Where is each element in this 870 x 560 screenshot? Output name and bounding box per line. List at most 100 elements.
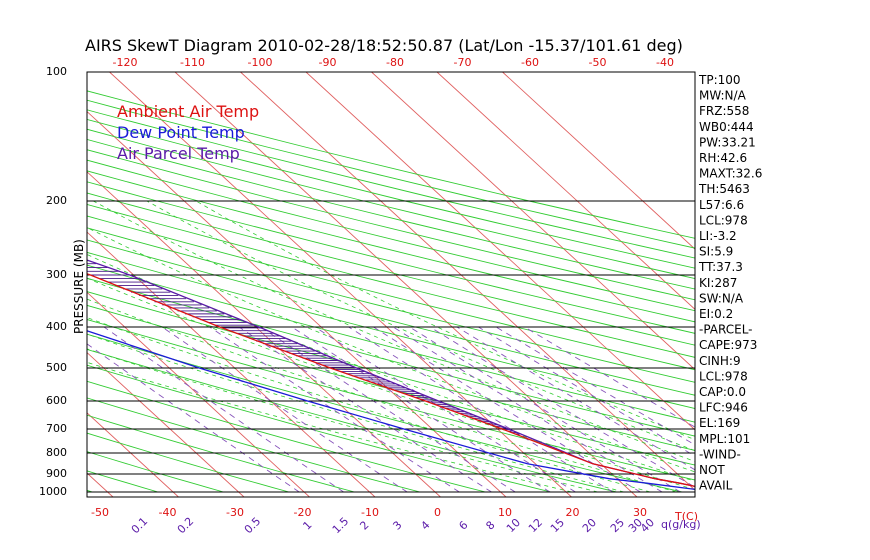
pressure-tick-label: 400: [46, 320, 67, 333]
stability-index-label: EI:0.2: [699, 307, 733, 321]
top-temperature-tick-label: -90: [319, 56, 337, 69]
dry-adiabat-line: [87, 304, 695, 466]
dry-adiabat-line: [87, 380, 486, 493]
stability-index-label: TT:37.3: [698, 260, 743, 274]
isotherm-line: [87, 412, 179, 497]
sounding-curves: [87, 259, 695, 491]
isotherm-line: [87, 231, 376, 497]
stability-index-label: TH:5463: [698, 182, 750, 196]
bottom-temperature-tick-label: -40: [159, 506, 177, 519]
moist-adiabat-line: [87, 348, 598, 493]
dry-adiabat-line: [87, 414, 355, 493]
stability-index-label: -WIND-: [699, 447, 741, 461]
isotherm-line: [305, 72, 695, 431]
stability-index-label: FRZ:558: [699, 104, 749, 118]
isotherm-line: [87, 171, 441, 497]
pressure-tick-label: 800: [46, 446, 67, 459]
stability-index-label: LCL:978: [699, 213, 748, 227]
bottom-temperature-tick-label: -30: [226, 506, 244, 519]
isotherm-line: [371, 72, 695, 371]
pressure-tick-label: 600: [46, 394, 67, 407]
bottom-temperature-tick-label: 30: [633, 506, 647, 519]
legend-air-parcel-temp: Air Parcel Temp: [117, 144, 240, 163]
isotherm-line: [87, 291, 310, 497]
dry-adiabat-line: [87, 99, 695, 249]
top-temperature-tick-label: -80: [386, 56, 404, 69]
dry-adiabat-line: [87, 397, 421, 493]
dry-adiabat-line: [87, 109, 695, 259]
dry-adiabat-line: [87, 181, 695, 334]
dry-adiabat-line: [87, 291, 695, 451]
stability-index-label: RH:42.6: [699, 151, 747, 165]
stability-index-label: CINH:9: [699, 354, 741, 368]
dry-adiabat-line: [87, 203, 695, 358]
dry-adiabat-line: [87, 159, 695, 312]
stability-index-label: MPL:101: [699, 432, 750, 446]
dry-adiabat-line: [87, 264, 695, 423]
legend-ambient-air-temp: Ambient Air Temp: [117, 102, 259, 121]
stability-index-label: CAP:0.0: [699, 385, 746, 399]
dry-adiabat-line: [87, 170, 695, 323]
pressure-tick-label: 1000: [39, 485, 67, 498]
dry-adiabat-line: [87, 128, 695, 280]
pressure-tick-label: 200: [46, 194, 67, 207]
stability-index-label: LI:-3.2: [699, 229, 737, 243]
dry-adiabat-line: [87, 277, 695, 437]
pressure-tick-label: 700: [46, 422, 67, 435]
dry-adiabat-line: [87, 432, 290, 493]
stability-index-label: SW:N/A: [699, 291, 744, 305]
dry-adiabat-line: [87, 333, 683, 493]
top-temperature-tick-label: -100: [248, 56, 273, 69]
moist-adiabat-line: [87, 277, 695, 491]
top-temperature-tick-label: -110: [180, 56, 205, 69]
dry-adiabat-line: [87, 138, 695, 290]
top-temperature-tick-label: -60: [521, 56, 539, 69]
isotherm-line: [502, 72, 695, 250]
y-axis-label: PRESSURE (MB): [72, 239, 86, 334]
legend: Ambient Air Temp Dew Point Temp Air Parc…: [117, 102, 259, 163]
stability-index-label: MW:N/A: [699, 89, 747, 103]
dry-adiabat-line: [87, 149, 695, 301]
legend-dew-point-temp: Dew Point Temp: [117, 123, 245, 142]
bottom-temperature-tick-label: -50: [91, 506, 109, 519]
ambient-temp-line: [87, 273, 695, 488]
dry-adiabat-line: [87, 227, 695, 383]
dry-adiabat-line: [87, 451, 224, 493]
stability-index-label: TP:100: [698, 73, 741, 87]
stability-index-label: KI:287: [699, 276, 737, 290]
isotherm-line: [87, 351, 245, 497]
dry-adiabat-line: [87, 215, 695, 371]
chart-title: AIRS SkewT Diagram 2010-02-28/18:52:50.8…: [85, 36, 683, 55]
dry-adiabat-line: [87, 192, 695, 346]
stability-index-label: WB0:444: [699, 120, 754, 134]
dry-adiabat-line: [87, 348, 617, 493]
pressure-ticks: 100 200 300 400 500 600 700 800 900 1000: [39, 65, 67, 498]
mixing-ratio-unit-label: q(g/kg): [661, 518, 701, 531]
dry-adiabat-line: [87, 364, 552, 493]
dew-point-line: [87, 330, 695, 491]
bottom-temperature-tick-label: 20: [566, 506, 580, 519]
top-temperature-ticks: -120 -110 -100 -90 -80 -70 -60 -50 -40: [113, 56, 674, 69]
stability-index-label: CAPE:973: [699, 338, 757, 352]
top-temperature-tick-label: -120: [113, 56, 138, 69]
moist-adiabat-line: [93, 200, 695, 462]
stability-index-label: LCL:978: [699, 369, 748, 383]
moist-adiabat-line: [146, 200, 695, 452]
plot-frame: [86, 71, 696, 498]
stability-index-label: -PARCEL-: [699, 323, 753, 337]
top-temperature-tick-label: -50: [589, 56, 607, 69]
temperature-unit-label: T(C): [674, 510, 698, 523]
bottom-temperature-tick-label: -20: [294, 506, 312, 519]
isotherm-line: [87, 110, 507, 497]
top-temperature-tick-label: -70: [454, 56, 472, 69]
stability-index-label: AVAIL: [699, 479, 733, 493]
isotherm-line: [240, 72, 695, 491]
dry-adiabat-line: [87, 251, 695, 409]
bottom-temperature-tick-label: 10: [498, 506, 512, 519]
pressure-tick-label: 100: [46, 65, 67, 78]
dry-adiabat-line: [87, 119, 695, 269]
isotherm-line: [436, 72, 695, 310]
top-temperature-tick-label: -40: [656, 56, 674, 69]
